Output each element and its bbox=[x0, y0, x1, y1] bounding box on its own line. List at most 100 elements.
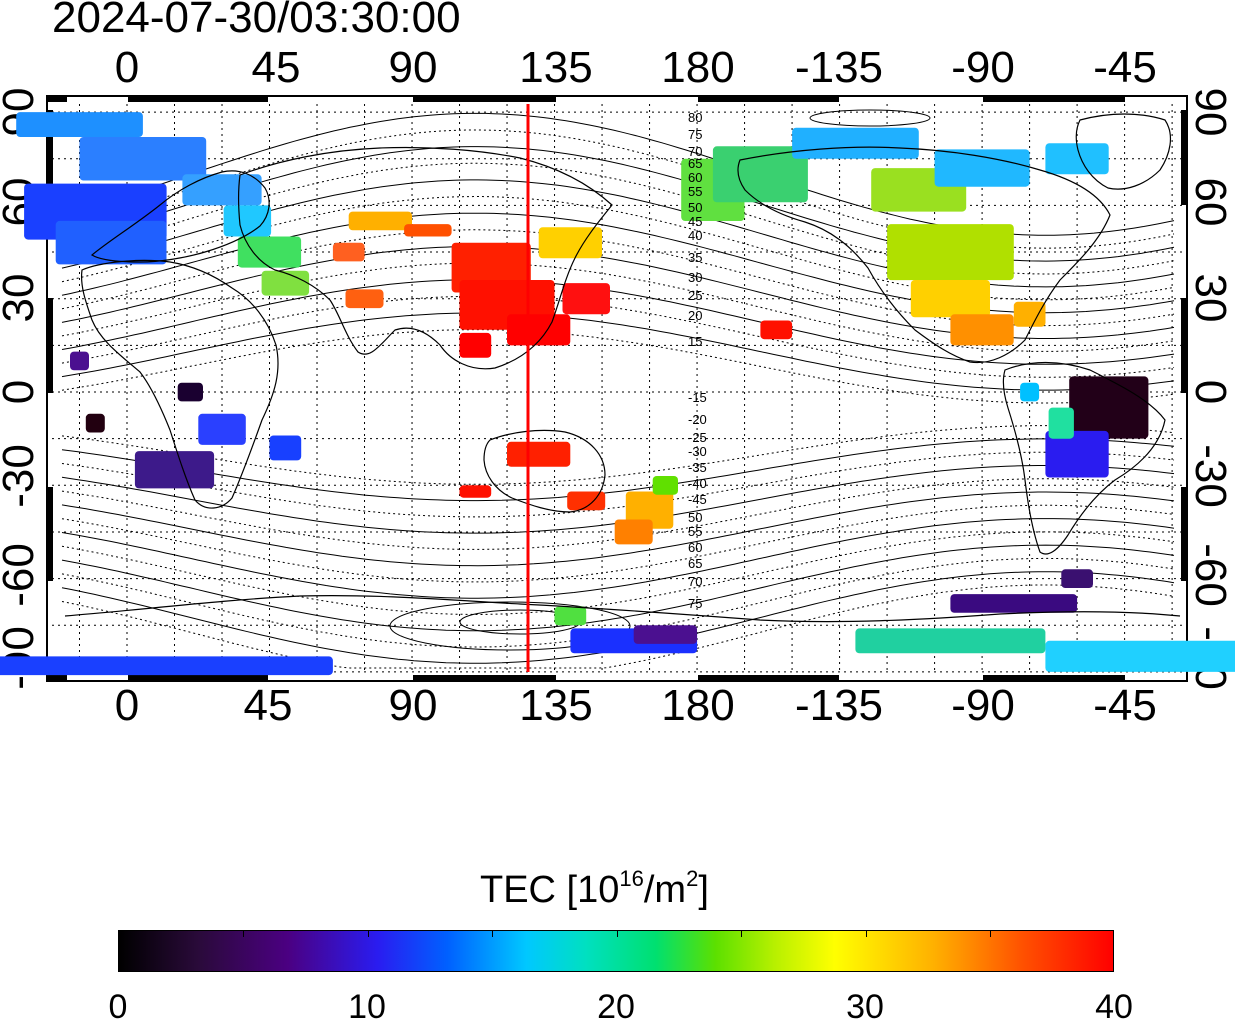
coastline-africa bbox=[80, 259, 279, 509]
contour-label: 65 bbox=[688, 556, 702, 571]
contour-label: -45 bbox=[688, 492, 707, 507]
colorbar-label: 0 bbox=[108, 988, 128, 1026]
colorbar-label: 20 bbox=[597, 988, 635, 1026]
tec-patch bbox=[538, 227, 602, 259]
tec-patch bbox=[16, 112, 143, 137]
magnetic-contour bbox=[61, 451, 1175, 518]
frame-tick-bars bbox=[47, 96, 1187, 681]
tec-patch bbox=[70, 351, 89, 371]
contour-label: -25 bbox=[688, 430, 707, 445]
colorbar-tick bbox=[492, 931, 493, 937]
coastline-asia bbox=[237, 146, 613, 370]
tec-patch bbox=[237, 236, 302, 268]
tec-patch bbox=[182, 174, 262, 206]
contour-label: 45 bbox=[688, 214, 702, 229]
bottom-lon-tick: 45 bbox=[243, 681, 293, 730]
pole-contour bbox=[389, 601, 631, 651]
tec-patch bbox=[910, 280, 990, 318]
tec-patch bbox=[614, 519, 653, 545]
coastline-antarctica bbox=[64, 595, 1181, 623]
tec-patch bbox=[625, 491, 674, 529]
bottom-lon-tick: 90 bbox=[388, 681, 438, 730]
magnetic-contour bbox=[61, 491, 1175, 567]
coastlines bbox=[64, 113, 1181, 623]
contour-label: -40 bbox=[688, 476, 707, 491]
top-lon-tick: 45 bbox=[251, 43, 301, 92]
tec-patch bbox=[1045, 143, 1109, 175]
contour-label: 20 bbox=[688, 308, 702, 323]
tec-patch bbox=[198, 413, 246, 445]
tec-patch bbox=[554, 606, 587, 626]
top-lon-tick: 90 bbox=[388, 43, 438, 92]
contour-label: 55 bbox=[688, 184, 702, 199]
tec-patch bbox=[855, 628, 1046, 654]
contour-label: 75 bbox=[688, 127, 702, 142]
colorbar-title: TEC [1016/m2] bbox=[480, 866, 709, 911]
colorbar-label: 10 bbox=[348, 988, 386, 1026]
tec-patch bbox=[177, 382, 203, 402]
contour-label: -15 bbox=[688, 390, 707, 405]
bottom-lon-tick: 0 bbox=[114, 681, 140, 730]
magnetic-contour bbox=[61, 531, 1175, 616]
contour-label: -35 bbox=[688, 460, 707, 475]
bottom-lon-tick: -135 bbox=[794, 681, 884, 730]
contour-label: 40 bbox=[688, 228, 702, 243]
top-lon-tick: -135 bbox=[794, 43, 884, 92]
tec-patch bbox=[950, 314, 1014, 346]
colorbar-tick bbox=[243, 931, 244, 937]
tec-patch bbox=[348, 211, 412, 231]
tec-data-layer bbox=[0, 112, 1235, 676]
magnetic-contour bbox=[61, 279, 1175, 365]
tec-patch bbox=[792, 127, 919, 159]
coastline-south-america bbox=[1002, 361, 1166, 555]
tec-patch bbox=[1069, 376, 1149, 439]
contour-label: 35 bbox=[688, 250, 702, 265]
magnetic-contour bbox=[61, 129, 1175, 249]
coastline-australia bbox=[483, 429, 606, 513]
tec-patch bbox=[760, 320, 793, 340]
magnetic-contour bbox=[61, 312, 1175, 391]
tec-patch bbox=[55, 220, 167, 265]
tec-patch bbox=[562, 283, 610, 315]
tec-patch bbox=[79, 137, 207, 181]
contour-label: 65 bbox=[688, 156, 702, 171]
tec-patch bbox=[404, 224, 452, 237]
top-lon-tick: 135 bbox=[519, 43, 593, 92]
magnetic-contour bbox=[61, 262, 1175, 352]
bottom-lon-tick: 135 bbox=[519, 681, 593, 730]
tec-patch bbox=[1061, 569, 1093, 588]
contour-label: -20 bbox=[688, 412, 707, 427]
top-lon-tick: 0 bbox=[114, 43, 140, 92]
tec-patch bbox=[1013, 301, 1046, 327]
contour-label: 60 bbox=[688, 540, 702, 555]
top-lon-tick: 180 bbox=[661, 43, 735, 92]
magnetic-contour bbox=[61, 557, 1175, 648]
tec-patch bbox=[934, 149, 1030, 187]
tec-patch bbox=[507, 441, 571, 467]
contour-label: 15 bbox=[688, 334, 702, 349]
colorbar-tick bbox=[617, 931, 618, 937]
tec-patch bbox=[459, 485, 492, 498]
top-lon-tick: -45 bbox=[1093, 43, 1157, 92]
coastline-north-america bbox=[737, 146, 1111, 364]
contour-label: 70 bbox=[688, 574, 702, 589]
magnetic-contour bbox=[61, 329, 1175, 404]
contour-label: 55 bbox=[688, 524, 702, 539]
tec-patch bbox=[887, 224, 1014, 281]
map-title-timestamp: 2024-07-30/03:30:00 bbox=[52, 0, 461, 42]
contour-label: 75 bbox=[688, 596, 702, 611]
tec-patch bbox=[345, 289, 384, 309]
contour-label: 25 bbox=[688, 288, 702, 303]
tec-patch bbox=[1020, 382, 1040, 402]
tec-patch bbox=[1048, 407, 1074, 439]
contour-label: 70 bbox=[688, 144, 702, 159]
tec-patch bbox=[134, 451, 215, 489]
bottom-lon-tick: 180 bbox=[661, 681, 735, 730]
tec-patch bbox=[950, 594, 1078, 613]
contour-label: 50 bbox=[688, 200, 702, 215]
contour-label: 50 bbox=[688, 510, 702, 525]
tec-patch bbox=[85, 413, 105, 433]
colorbar-label: 30 bbox=[846, 988, 884, 1026]
tec-patch bbox=[652, 476, 678, 495]
